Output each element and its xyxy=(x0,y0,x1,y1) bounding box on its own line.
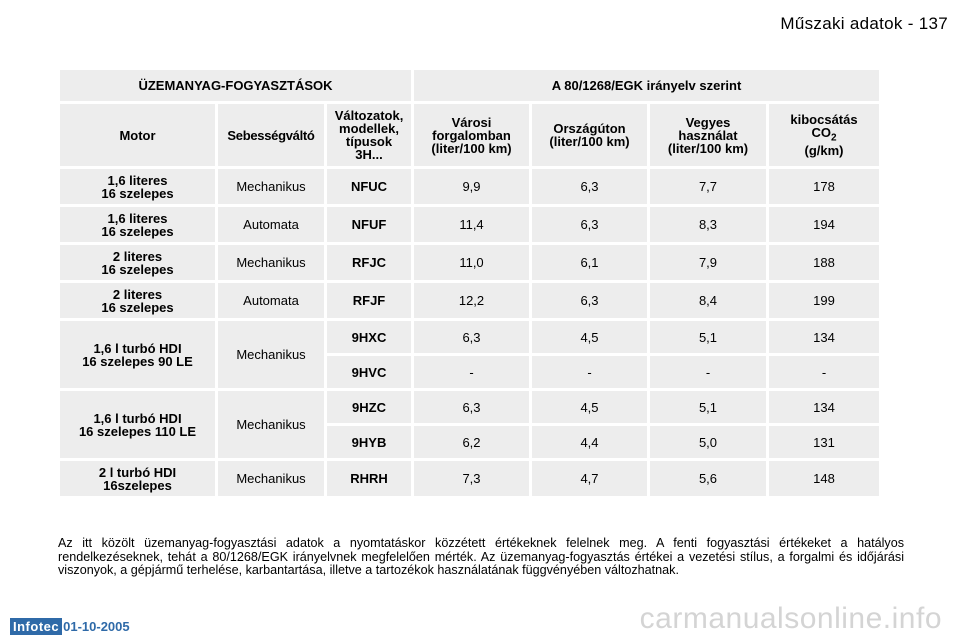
motor-cell: 2 literes 16 szelepes xyxy=(60,245,215,280)
highway-cell: 6,3 xyxy=(532,283,647,318)
mixed-cell: 7,9 xyxy=(650,245,766,280)
highway-cell: 4,7 xyxy=(532,461,647,496)
mixed-cell: 5,1 xyxy=(650,321,766,353)
co2-cell: 194 xyxy=(769,207,879,242)
highway-cell: 4,5 xyxy=(532,321,647,353)
page-title: Műszaki adatok - 137 xyxy=(780,14,948,33)
fuel-consumption-table: ÜZEMANYAG-FOGYASZTÁSOK A 80/1268/EGK irá… xyxy=(57,67,882,499)
highway-cell: - xyxy=(532,356,647,388)
co2-cell: 178 xyxy=(769,169,879,204)
gearbox-cell: Mechanikus xyxy=(218,391,324,458)
motor-cell: 1,6 l turbó HDI 16 szelepes 110 LE xyxy=(60,391,215,458)
variant-cell: 9HYB xyxy=(327,426,411,458)
table-row: 1,6 literes 16 szelepes Mechanikus NFUC 9… xyxy=(60,169,879,204)
highway-cell: 4,5 xyxy=(532,391,647,423)
infotec-logo: Infotec xyxy=(10,618,63,635)
motor-cell: 2 l turbó HDI 16szelepes xyxy=(60,461,215,496)
table-row: 2 literes 16 szelepes Automata RFJF 12,2 … xyxy=(60,283,879,318)
gearbox-cell: Automata xyxy=(218,207,324,242)
header-motor: Motor xyxy=(60,104,215,166)
urban-cell: 6,3 xyxy=(414,391,529,423)
motor-cell: 1,6 l turbó HDI 16 szelepes 90 LE xyxy=(60,321,215,388)
highway-cell: 6,3 xyxy=(532,169,647,204)
mixed-cell: - xyxy=(650,356,766,388)
header-highway: Országúton (liter/100 km) xyxy=(532,104,647,166)
mixed-cell: 8,4 xyxy=(650,283,766,318)
watermark: carmanualsonline.info xyxy=(639,602,942,635)
variant-cell: NFUF xyxy=(327,207,411,242)
header-mixed: Vegyes használat (liter/100 km) xyxy=(650,104,766,166)
variant-cell: RFJC xyxy=(327,245,411,280)
header-co2: kibocsátás CO2 (g/km) xyxy=(769,104,879,166)
co2-cell: 134 xyxy=(769,391,879,423)
urban-cell: 12,2 xyxy=(414,283,529,318)
header-urban: Városi forgalomban (liter/100 km) xyxy=(414,104,529,166)
highway-cell: 6,3 xyxy=(532,207,647,242)
mixed-cell: 5,0 xyxy=(650,426,766,458)
table-row: 9HVC - - - - xyxy=(60,356,879,388)
co2-cell: 188 xyxy=(769,245,879,280)
mixed-cell: 8,3 xyxy=(650,207,766,242)
co2-cell: 148 xyxy=(769,461,879,496)
gearbox-cell: Mechanikus xyxy=(218,245,324,280)
variant-cell: RFJF xyxy=(327,283,411,318)
table-title-left: ÜZEMANYAG-FOGYASZTÁSOK xyxy=(60,70,411,101)
table-row: 1,6 l turbó HDI 16 szelepes 90 LE Mechani… xyxy=(60,321,879,388)
print-date: 01-10-2005 xyxy=(63,619,130,634)
highway-cell: 4,4 xyxy=(532,426,647,458)
motor-cell: 2 literes 16 szelepes xyxy=(60,283,215,318)
highway-cell: 6,1 xyxy=(532,245,647,280)
co2-cell: - xyxy=(769,356,879,388)
variant-cell: 9HVC xyxy=(327,356,411,388)
motor-cell: 1,6 literes 16 szelepes xyxy=(60,207,215,242)
co2-cell: 134 xyxy=(769,321,879,353)
table-row: 1,6 literes 16 szelepes Automata NFUF 11,… xyxy=(60,207,879,242)
urban-cell: 11,0 xyxy=(414,245,529,280)
gearbox-cell: Mechanikus xyxy=(218,169,324,204)
gearbox-cell: Mechanikus xyxy=(218,321,324,388)
table-title-right: A 80/1268/EGK irányelv szerint xyxy=(414,70,879,101)
table-row: 2 l turbó HDI 16szelepes Mechanikus RHRH … xyxy=(60,461,879,496)
table-row: 2 literes 16 szelepes Mechanikus RFJC 11,… xyxy=(60,245,879,280)
urban-cell: 11,4 xyxy=(414,207,529,242)
urban-cell: - xyxy=(414,356,529,388)
urban-cell: 6,3 xyxy=(414,321,529,353)
co2-cell: 131 xyxy=(769,426,879,458)
variant-cell: 9HXC xyxy=(327,321,411,353)
variant-cell: NFUC xyxy=(327,169,411,204)
gearbox-cell: Automata xyxy=(218,283,324,318)
mixed-cell: 7,7 xyxy=(650,169,766,204)
mixed-cell: 5,6 xyxy=(650,461,766,496)
variant-cell: RHRH xyxy=(327,461,411,496)
motor-cell: 1,6 literes 16 szelepes xyxy=(60,169,215,204)
table-row: 1,6 l turbó HDI 16 szelepes 110 LE Mechan… xyxy=(60,391,879,458)
urban-cell: 9,9 xyxy=(414,169,529,204)
mixed-cell: 5,1 xyxy=(650,391,766,423)
variant-cell: 9HZC xyxy=(327,391,411,423)
urban-cell: 7,3 xyxy=(414,461,529,496)
table-row: 9HYB 6,2 4,4 5,0 131 xyxy=(60,426,879,458)
gearbox-cell: Mechanikus xyxy=(218,461,324,496)
urban-cell: 6,2 xyxy=(414,426,529,458)
header-gearbox: Sebességváltó xyxy=(218,104,324,166)
footnote-text: Az itt közölt üzemanyag-fogyasztási adat… xyxy=(58,536,904,578)
header-variant: Változatok, modellek, típusok 3H... xyxy=(327,104,411,166)
footer: Infotec 01-10-2005 xyxy=(10,618,130,635)
co2-cell: 199 xyxy=(769,283,879,318)
